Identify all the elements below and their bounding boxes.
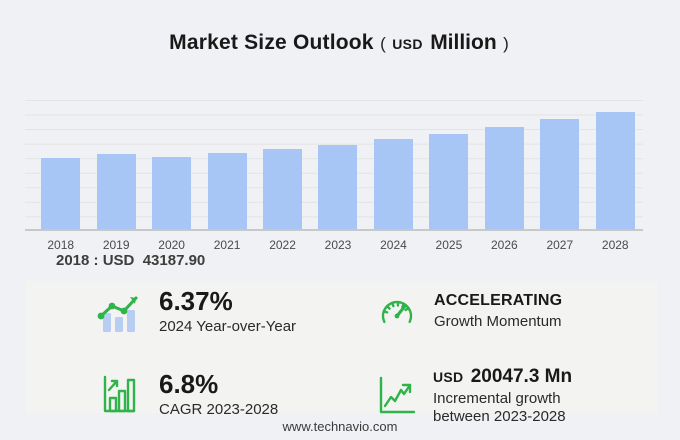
stat-momentum-label: Growth Momentum bbox=[434, 312, 562, 330]
x-tick-label-2018: 2018 bbox=[47, 238, 75, 252]
bar-2027 bbox=[540, 119, 580, 229]
base-year-value: 2018 : USD 43187.90 bbox=[56, 252, 206, 269]
stat-incremental-value-currency: USD bbox=[433, 369, 464, 385]
speedometer-icon bbox=[381, 300, 413, 324]
title-paren-open: ( bbox=[380, 34, 386, 53]
bar-2025 bbox=[429, 133, 469, 229]
bar-column-2028 bbox=[588, 111, 643, 229]
bar-2026 bbox=[484, 126, 524, 229]
bar-column-2022 bbox=[255, 149, 310, 229]
chart-title-text: Market Size Outlook bbox=[169, 31, 374, 54]
bar-2023 bbox=[318, 144, 358, 229]
x-tick-label-2023: 2023 bbox=[324, 238, 352, 252]
bar-2022 bbox=[263, 149, 303, 229]
bar-2021 bbox=[207, 153, 247, 229]
stat-yoy-value: 6.37% bbox=[159, 286, 233, 316]
title-unit-scale: Million bbox=[430, 31, 497, 54]
x-tick-label-2027: 2027 bbox=[546, 238, 574, 252]
stat-cagr-value: 6.8% bbox=[159, 369, 219, 399]
bar-2019 bbox=[96, 153, 136, 229]
title-paren-close: ) bbox=[503, 34, 509, 53]
chart-title: Market Size Outlook ( USD Million ) bbox=[0, 31, 680, 55]
bar-2018 bbox=[41, 158, 81, 229]
stat-incremental-label: Incremental growth between 2023-2028 bbox=[433, 390, 566, 426]
bar-column-2025 bbox=[421, 133, 476, 229]
bar-column-2026 bbox=[477, 126, 532, 229]
growth-bar-chart-icon bbox=[103, 375, 136, 413]
line-chart-axes-icon bbox=[379, 376, 416, 414]
x-tick-label-2019: 2019 bbox=[102, 238, 130, 252]
bar-column-2023 bbox=[310, 144, 365, 229]
stat-cagr-label: CAGR 2023-2028 bbox=[159, 401, 279, 419]
trend-line-over-bars-icon bbox=[97, 296, 138, 332]
stat-momentum: ACCELERATING Growth Momentum bbox=[378, 292, 563, 331]
x-tick-label-2022: 2022 bbox=[269, 238, 296, 252]
stat-yoy: 6.37% 2024 Year-over-Year bbox=[96, 286, 297, 336]
x-tick-label-2025: 2025 bbox=[435, 238, 463, 252]
title-unit-currency: USD bbox=[392, 36, 423, 52]
stat-yoy-label: 2024 Year-over-Year bbox=[159, 318, 297, 336]
x-tick-label-2026: 2026 bbox=[491, 238, 518, 252]
bar-2024 bbox=[373, 139, 413, 229]
bar-2028 bbox=[595, 111, 635, 229]
x-tick-label-2020: 2020 bbox=[158, 238, 185, 252]
bar-column-2019 bbox=[88, 153, 143, 229]
bar-column-2018 bbox=[33, 158, 88, 229]
x-tick-label-2021: 2021 bbox=[213, 238, 241, 252]
bar-column-2020 bbox=[144, 157, 199, 229]
bar-chart-plot-area bbox=[25, 100, 643, 231]
stat-incremental-value-amount: 20047.3 Mn bbox=[470, 366, 573, 387]
x-tick-label-2024: 2024 bbox=[380, 238, 407, 252]
footer-url: www.technavio.com bbox=[282, 419, 398, 434]
bar-column-2021 bbox=[199, 153, 254, 229]
x-axis-labels: 2018 2019 2020 2021 2022 2023 2024 2025 2026 2027… bbox=[25, 238, 643, 252]
stat-incremental: USD 20047.3 Mn Incremental growth betwee… bbox=[377, 360, 585, 426]
stat-cagr: 6.8% CAGR 2023-2028 bbox=[102, 369, 279, 419]
bar-column-2027 bbox=[532, 119, 587, 229]
x-tick-label-2028: 2028 bbox=[601, 238, 629, 252]
bar-column-2024 bbox=[366, 139, 421, 229]
stat-incremental-value: USD 20047.3 Mn bbox=[433, 360, 585, 387]
bar-2020 bbox=[152, 157, 192, 229]
bars-container bbox=[25, 100, 643, 229]
stat-momentum-value: ACCELERATING bbox=[434, 292, 563, 309]
